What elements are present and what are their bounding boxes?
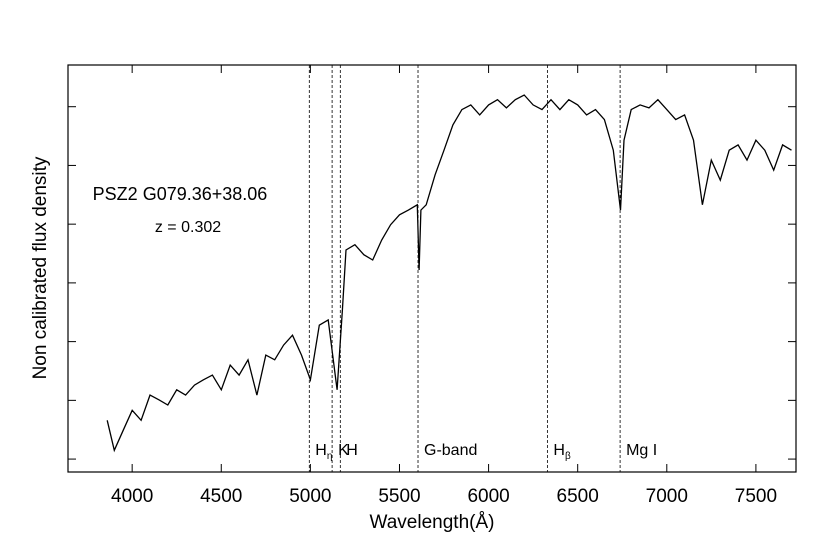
spectrum-line [106, 94, 792, 453]
plot-frame [67, 64, 797, 473]
x-tick-label: 4000 [111, 486, 153, 507]
spectral-line-label: H [346, 442, 358, 459]
y-axis-label: Non calibrated flux density [30, 156, 51, 379]
x-tick-label: 7000 [646, 486, 688, 507]
label-text: G-band [424, 442, 477, 459]
x-tick-label: 5000 [289, 486, 331, 507]
x-tick-label: 6000 [467, 486, 509, 507]
x-axis-label: Wavelength(Å) [370, 512, 495, 533]
label-text: H [315, 442, 327, 459]
spectral-line-label: Hβ [553, 442, 571, 462]
label-text: Mg I [626, 442, 657, 459]
x-tick-label: 4500 [200, 486, 242, 507]
label-subscript: β [565, 451, 571, 462]
x-tick-label: 7500 [735, 486, 777, 507]
x-tick-label: 6500 [557, 486, 599, 507]
spectral-line-label: Mg I [626, 442, 657, 459]
label-text: K [338, 442, 349, 459]
label-text: H [346, 442, 358, 459]
label-text: H [553, 442, 565, 459]
spectral-line-label: K [338, 442, 349, 459]
annotation: PSZ2 G079.36+38.06 [93, 184, 268, 204]
annotation: z = 0.302 [155, 219, 221, 236]
spectral-line-label: G-band [424, 442, 477, 459]
spectral-line-label: Hη [315, 442, 332, 462]
label-subscript: η [327, 451, 333, 462]
x-tick-label: 5500 [378, 486, 420, 507]
